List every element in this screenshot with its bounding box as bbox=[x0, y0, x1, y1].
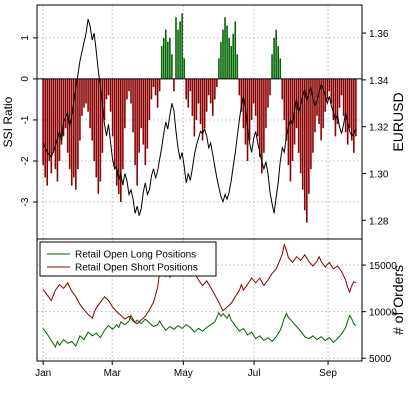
legend-label-long: Retail Open Long Positions bbox=[75, 250, 196, 261]
month-tick-label: Mar bbox=[104, 368, 122, 379]
month-tick-label: Sep bbox=[319, 368, 337, 379]
eurusd-tick-label: 1.34 bbox=[369, 76, 389, 87]
eurusd-tick-label: 1.36 bbox=[369, 29, 389, 40]
ssi-tick-label: 0 bbox=[20, 76, 31, 82]
orders-tick-label: 10000 bbox=[369, 308, 397, 319]
ssi-axis-title: SSI Ratio bbox=[1, 96, 15, 147]
eurusd-price-line bbox=[42, 18, 357, 216]
eurusd-tick-label: 1.30 bbox=[369, 169, 389, 180]
eurusd-axis-title: EURUSD bbox=[390, 92, 406, 151]
month-tick-label: May bbox=[174, 368, 193, 379]
orders-tick-label: 15000 bbox=[369, 261, 397, 272]
ssi-axis-ticks: -3 -2 -1 0 1 bbox=[20, 35, 37, 207]
ssi-tick-label: -3 bbox=[20, 197, 31, 206]
ssi-tick-label: 1 bbox=[20, 35, 31, 41]
ssi-bars bbox=[42, 13, 357, 223]
month-tick-label: Jul bbox=[248, 368, 261, 379]
orders-axis-ticks: 5000 10000 15000 bbox=[362, 261, 397, 365]
eurusd-tick-label: 1.32 bbox=[369, 123, 389, 134]
eurusd-axis-ticks: 1.28 1.30 1.32 1.34 1.36 bbox=[362, 29, 389, 227]
ssi-tick-label: -2 bbox=[20, 156, 31, 165]
legend-label-short: Retail Open Short Positions bbox=[75, 263, 198, 274]
eurusd-tick-label: 1.28 bbox=[369, 216, 389, 227]
orders-tick-label: 5000 bbox=[369, 354, 392, 365]
month-axis-ticks: Jan Mar May Jul Sep bbox=[35, 361, 337, 379]
chart-legend: Retail Open Long Positions Retail Open S… bbox=[39, 241, 217, 277]
legend-box bbox=[39, 241, 217, 277]
short-positions-line bbox=[42, 242, 357, 325]
ssi-tick-label: -1 bbox=[20, 115, 31, 124]
long-positions-line bbox=[42, 311, 357, 349]
orders-axis-title: # of Orders bbox=[390, 265, 406, 335]
month-tick-label: Jan bbox=[35, 368, 51, 379]
bottom-panel-frame bbox=[36, 238, 363, 362]
